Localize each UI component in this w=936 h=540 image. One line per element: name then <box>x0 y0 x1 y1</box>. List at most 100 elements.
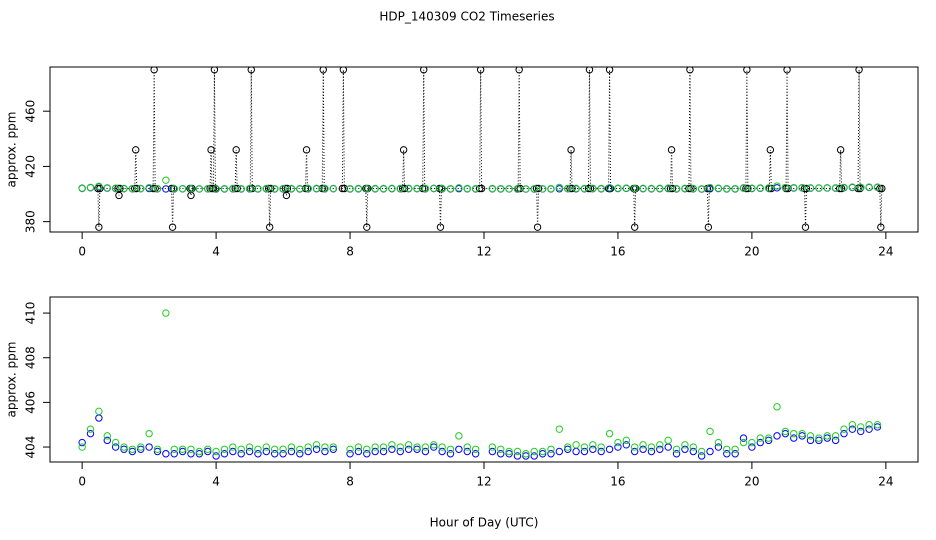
y-axis-label: approx. ppm <box>5 112 19 188</box>
data-point <box>530 447 538 456</box>
data-point <box>371 443 379 451</box>
data-point <box>798 183 806 192</box>
data-point <box>840 429 848 438</box>
data-point <box>801 223 810 231</box>
data-point <box>413 443 421 451</box>
data-point <box>865 421 873 429</box>
data-point <box>421 447 430 456</box>
data-point <box>605 445 614 453</box>
data-point <box>589 441 597 449</box>
data-point <box>656 184 664 193</box>
data-point <box>145 183 153 192</box>
data-point <box>312 445 321 453</box>
x-axis-label: Hour of Day (UTC) <box>430 516 539 530</box>
data-point <box>229 447 237 456</box>
data-point <box>153 184 162 193</box>
data-point <box>233 184 241 193</box>
data-point <box>798 432 806 440</box>
data-point <box>667 146 676 154</box>
data-point <box>195 450 204 458</box>
data-point <box>672 445 681 453</box>
data-point <box>86 183 95 192</box>
data-point <box>647 447 656 456</box>
data-point <box>513 447 522 456</box>
data-point <box>739 184 748 192</box>
data-point <box>279 184 287 193</box>
data-point <box>533 223 542 231</box>
data-point <box>346 450 354 458</box>
data-point <box>664 436 672 445</box>
data-point <box>78 438 86 447</box>
data-point <box>363 450 371 458</box>
data-point <box>580 447 589 456</box>
y-tick-label: 406 <box>24 391 38 414</box>
data-point <box>178 445 187 453</box>
data-point <box>301 184 310 193</box>
data-point <box>321 184 329 193</box>
data-point <box>697 185 706 193</box>
data-point <box>232 146 240 154</box>
data-point <box>287 443 296 451</box>
y-tick-label: 380 <box>24 210 38 233</box>
data-point <box>505 450 513 458</box>
data-point <box>873 423 882 431</box>
data-point <box>420 67 428 74</box>
data-point <box>744 184 752 193</box>
data-point <box>265 223 274 231</box>
data-point <box>212 452 220 460</box>
data-point <box>681 441 689 449</box>
data-point <box>647 184 656 193</box>
data-point <box>605 429 614 438</box>
data-point <box>685 184 693 193</box>
data-point <box>120 184 128 193</box>
data-point <box>187 445 195 453</box>
data-point <box>806 432 815 440</box>
data-point <box>248 184 256 193</box>
data-point <box>463 443 471 451</box>
data-point <box>95 223 103 231</box>
data-point <box>95 407 103 416</box>
data-point <box>463 184 471 193</box>
data-point <box>396 447 404 456</box>
data-point <box>115 191 123 200</box>
data-point <box>704 223 713 231</box>
data-point <box>739 434 748 442</box>
data-point <box>497 445 505 453</box>
data-point <box>656 441 664 449</box>
data-point <box>840 183 848 192</box>
x-tick-label: 20 <box>744 475 759 489</box>
x-tick-label: 0 <box>78 475 86 489</box>
data-point <box>271 445 279 453</box>
data-point <box>245 184 254 193</box>
data-point <box>304 184 312 193</box>
data-point <box>419 184 427 193</box>
data-point <box>354 447 363 456</box>
data-point <box>630 443 639 451</box>
data-point <box>723 184 731 193</box>
data-point <box>840 425 848 433</box>
data-point <box>471 450 480 458</box>
data-point <box>823 434 831 442</box>
data-point <box>547 445 555 453</box>
y-tick-label: 408 <box>24 346 38 369</box>
data-point <box>455 432 463 440</box>
data-point <box>614 184 622 192</box>
data-point <box>318 184 326 193</box>
plot-frame <box>49 296 919 463</box>
data-point <box>706 183 714 192</box>
data-point <box>162 450 170 458</box>
data-point <box>371 447 379 456</box>
data-point <box>371 184 379 193</box>
data-point <box>773 432 781 440</box>
data-point <box>103 436 111 445</box>
data-point <box>363 445 371 453</box>
data-point <box>413 445 421 453</box>
data-point <box>555 183 564 192</box>
data-point <box>302 146 311 154</box>
data-point <box>111 184 120 192</box>
data-point <box>790 183 798 192</box>
data-point <box>312 441 321 449</box>
data-point <box>647 443 656 451</box>
data-point <box>379 184 388 193</box>
data-point <box>178 447 187 456</box>
